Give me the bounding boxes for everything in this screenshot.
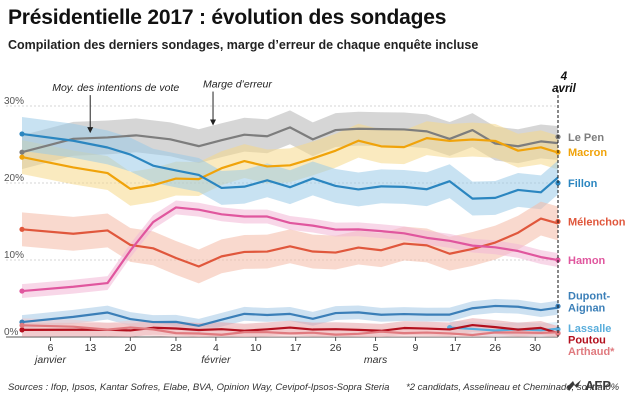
x-tick-label: 17	[290, 342, 302, 354]
error-band	[22, 200, 558, 299]
series-line	[21, 324, 559, 337]
sources-footer: Sources : Ifop, Ipsos, Kantar Sofres, El…	[8, 382, 630, 393]
series-start-point	[19, 226, 25, 232]
series-end-point	[555, 326, 561, 332]
series-label: Dupont-	[568, 291, 610, 303]
series-label: Poutou	[568, 334, 606, 346]
series-start-point	[19, 131, 25, 137]
x-tick-label: 28	[170, 342, 182, 354]
series-line	[21, 206, 559, 293]
sources-text: Sources : Ifop, Ipsos, Kantar Sofres, El…	[8, 382, 390, 393]
x-month-label: janvier	[33, 354, 66, 366]
y-tick-label: 0%	[4, 327, 19, 338]
end-date-day: 4	[560, 71, 568, 83]
y-tick-label: 30%	[4, 96, 24, 107]
error-band	[22, 201, 558, 284]
series-line	[21, 126, 559, 154]
series-lines	[19, 126, 561, 337]
end-date-month: avril	[552, 83, 576, 95]
series-line	[21, 304, 559, 327]
series-end-point	[555, 330, 561, 336]
series-label: Aignan	[568, 303, 606, 315]
x-tick-label: 26	[489, 342, 501, 354]
x-tick-label: 30	[529, 342, 541, 354]
x-tick-label: 10	[250, 342, 262, 354]
series-label: Macron	[568, 147, 607, 159]
page-subtitle: Compilation des derniers sondages, marge…	[8, 38, 479, 52]
error-band	[22, 116, 558, 216]
y-tick-label: 10%	[4, 250, 24, 261]
series-start-point	[19, 327, 25, 333]
series-start-point	[19, 322, 25, 328]
series-line	[21, 137, 559, 190]
x-tick-label: 26	[330, 342, 342, 354]
footnote-text: *2 candidats, Asselineau et Cheminade, s…	[406, 382, 620, 393]
annotation-arrowhead	[210, 119, 217, 126]
x-month-label: février	[201, 354, 231, 366]
x-tick-label: 6	[48, 342, 54, 354]
x-tick-label: 13	[85, 342, 97, 354]
series-label: Mélenchon	[568, 217, 626, 229]
annotation-label: Moy. des intentions de vote	[52, 82, 179, 94]
series-start-point	[19, 149, 25, 155]
annotation-arrowhead	[87, 127, 94, 134]
x-month-label: mars	[364, 354, 388, 366]
annotation-label: Marge d’erreur	[203, 79, 272, 91]
x-tick-label: 9	[413, 342, 419, 354]
x-tick-label: 5	[373, 342, 379, 354]
y-tick-label: 20%	[4, 173, 24, 184]
afp-logo-icon	[567, 379, 581, 391]
page-title: Présidentielle 2017 : évolution des sond…	[8, 6, 447, 29]
series-start-point	[19, 288, 25, 294]
series-line	[21, 132, 559, 200]
series-label: Fillon	[568, 178, 598, 190]
x-tick-label: 17	[450, 342, 462, 354]
series-label: Lassalle	[568, 323, 611, 335]
error-bands	[22, 110, 558, 337]
series-line	[449, 326, 559, 332]
afp-logo: AFP	[566, 378, 611, 393]
afp-logo-text: AFP	[585, 378, 611, 393]
series-start-point	[19, 154, 25, 160]
series-label: Hamon	[568, 255, 606, 267]
x-tick-label: 4	[213, 342, 219, 354]
series-label: Le Pen	[568, 132, 604, 144]
x-tick-label: 20	[124, 342, 136, 354]
series-label: Arthaud*	[568, 346, 615, 358]
